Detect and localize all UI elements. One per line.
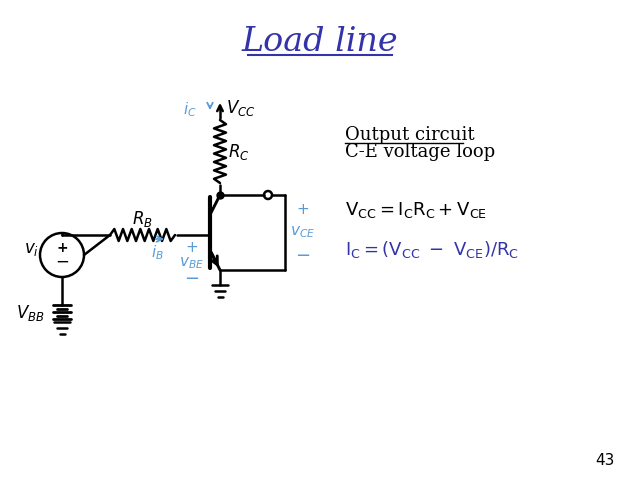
Text: $v_{CE}$: $v_{CE}$ [291, 225, 316, 240]
Text: −: − [55, 253, 69, 271]
Text: Output circuit: Output circuit [345, 126, 475, 144]
Text: $V_{BB}$: $V_{BB}$ [16, 303, 44, 323]
Text: $i_C$: $i_C$ [183, 101, 197, 120]
Text: $\mathrm{I_C = (V_{CC}\ -\ V_{CE})/R_C}$: $\mathrm{I_C = (V_{CC}\ -\ V_{CE})/R_C}$ [345, 240, 519, 261]
Text: −: − [184, 270, 200, 288]
Text: +: + [186, 240, 198, 254]
Text: $v_i$: $v_i$ [24, 241, 40, 259]
Text: Load line: Load line [242, 26, 398, 58]
Text: $R_C$: $R_C$ [228, 142, 250, 161]
Text: +: + [56, 241, 68, 255]
Text: $V_{CC}$: $V_{CC}$ [226, 98, 255, 118]
Text: $R_B$: $R_B$ [132, 209, 153, 229]
Text: 43: 43 [596, 453, 615, 468]
Text: +: + [296, 202, 309, 216]
Text: C-E voltage loop: C-E voltage loop [345, 143, 495, 161]
Text: $v_{BE}$: $v_{BE}$ [179, 255, 205, 271]
Text: $i_B$: $i_B$ [150, 244, 163, 263]
Text: $\mathrm{V_{CC} = I_CR_C + V_{CE}}$: $\mathrm{V_{CC} = I_CR_C + V_{CE}}$ [345, 200, 487, 220]
Text: −: − [296, 247, 310, 265]
